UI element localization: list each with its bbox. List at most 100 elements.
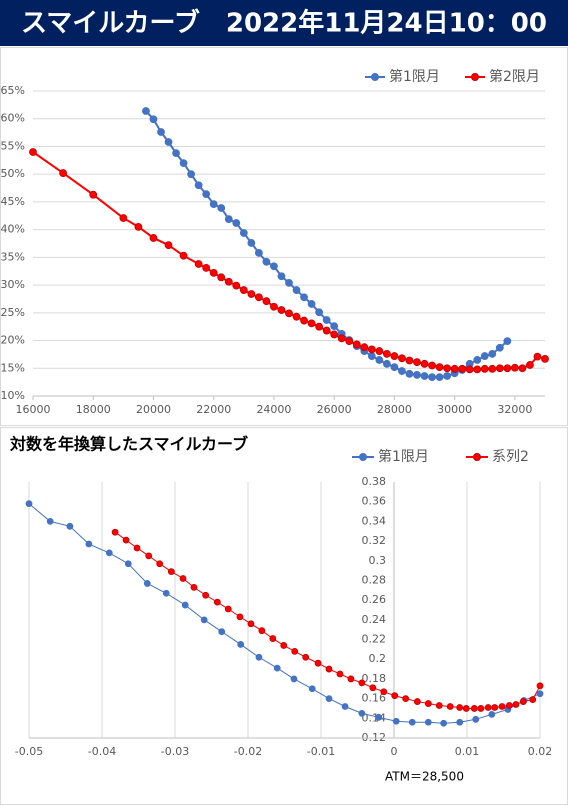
data-point xyxy=(217,204,226,212)
data-point xyxy=(382,359,391,368)
chart-panel xyxy=(0,427,568,805)
data-point xyxy=(239,229,248,237)
data-point xyxy=(541,354,549,363)
data-point xyxy=(202,263,211,272)
data-point xyxy=(424,718,432,726)
y-tick-label: 0.3 xyxy=(369,554,387,567)
data-point xyxy=(300,293,308,302)
data-point xyxy=(347,675,355,683)
data-point xyxy=(488,710,496,718)
data-point xyxy=(435,363,444,372)
data-point xyxy=(307,319,316,328)
data-point xyxy=(224,605,232,613)
data-point xyxy=(488,364,497,373)
data-point xyxy=(360,343,369,352)
data-point xyxy=(495,364,504,373)
legend-label: 第1限月 xyxy=(378,448,429,465)
legend-label: 第1限月 xyxy=(389,68,440,85)
legend-marker xyxy=(371,73,379,81)
x-tick-label: 22000 xyxy=(196,403,231,416)
data-point xyxy=(529,696,537,703)
data-point xyxy=(187,170,196,179)
data-point xyxy=(232,281,241,290)
data-point xyxy=(133,544,141,552)
y-tick-label: 0.18 xyxy=(362,672,387,685)
data-point xyxy=(503,364,512,373)
y-tick-label: 0.28 xyxy=(362,573,387,586)
data-point xyxy=(325,695,333,703)
data-point xyxy=(473,356,482,364)
data-point xyxy=(458,364,467,373)
y-tick-label: 50% xyxy=(1,167,25,180)
data-point xyxy=(179,251,188,260)
data-point xyxy=(25,500,33,508)
data-point xyxy=(239,286,248,294)
data-point xyxy=(367,352,376,360)
x-tick-label: 20000 xyxy=(136,403,171,416)
x-tick-label: 24000 xyxy=(256,403,291,416)
data-point xyxy=(330,322,339,331)
y-tick-label: 55% xyxy=(1,139,25,152)
data-point xyxy=(446,703,454,710)
data-point xyxy=(477,705,485,712)
data-point xyxy=(484,704,492,711)
data-point xyxy=(119,214,128,222)
data-point xyxy=(164,241,173,250)
data-point xyxy=(392,717,400,725)
x-tick-label: 28000 xyxy=(377,403,412,416)
header-bar xyxy=(0,0,568,46)
data-point xyxy=(142,107,150,115)
x-tick-label: 0.01 xyxy=(455,745,480,758)
data-point xyxy=(217,273,226,282)
data-point xyxy=(352,340,361,349)
data-point xyxy=(236,613,244,621)
data-point xyxy=(124,560,132,568)
data-point xyxy=(164,138,173,146)
data-point xyxy=(179,159,188,167)
data-point xyxy=(405,369,414,378)
x-tick-label: 0 xyxy=(391,745,398,758)
data-point xyxy=(254,249,263,257)
y-tick-label: 35% xyxy=(1,250,25,263)
data-point xyxy=(336,670,344,678)
data-point xyxy=(292,286,301,294)
data-point xyxy=(402,695,410,703)
y-tick-label: 40% xyxy=(1,223,25,236)
data-point xyxy=(391,692,399,700)
data-point xyxy=(262,297,271,306)
data-point xyxy=(255,653,263,661)
legend-marker xyxy=(359,453,367,461)
data-point xyxy=(247,620,255,628)
y-tick-label: 0.36 xyxy=(362,495,387,508)
y-tick-label: 0.2 xyxy=(369,652,387,665)
data-point xyxy=(315,322,324,331)
data-point xyxy=(322,326,331,335)
data-point xyxy=(213,598,221,606)
data-point xyxy=(375,356,384,364)
data-point xyxy=(291,647,299,655)
chart-title: 対数を年換算したスマイルカーブ xyxy=(9,435,248,454)
data-point xyxy=(398,354,406,363)
data-point xyxy=(413,371,421,379)
data-point xyxy=(413,698,421,705)
data-point xyxy=(224,215,233,224)
data-point xyxy=(375,713,383,721)
x-tick-label: 18000 xyxy=(76,403,111,416)
data-point xyxy=(358,709,366,717)
data-point xyxy=(167,568,175,575)
data-point xyxy=(262,257,271,266)
data-point xyxy=(254,293,263,302)
y-tick-label: 30% xyxy=(1,278,25,291)
data-point xyxy=(46,517,54,525)
data-point xyxy=(462,705,470,712)
data-point xyxy=(488,349,497,358)
legend-label: 系列2 xyxy=(492,449,529,465)
data-point xyxy=(337,334,346,343)
data-point xyxy=(277,272,286,281)
y-tick-label: 0.34 xyxy=(362,514,387,527)
data-point xyxy=(503,337,512,346)
data-point xyxy=(536,682,544,690)
data-point xyxy=(143,580,151,587)
data-point xyxy=(194,260,203,268)
